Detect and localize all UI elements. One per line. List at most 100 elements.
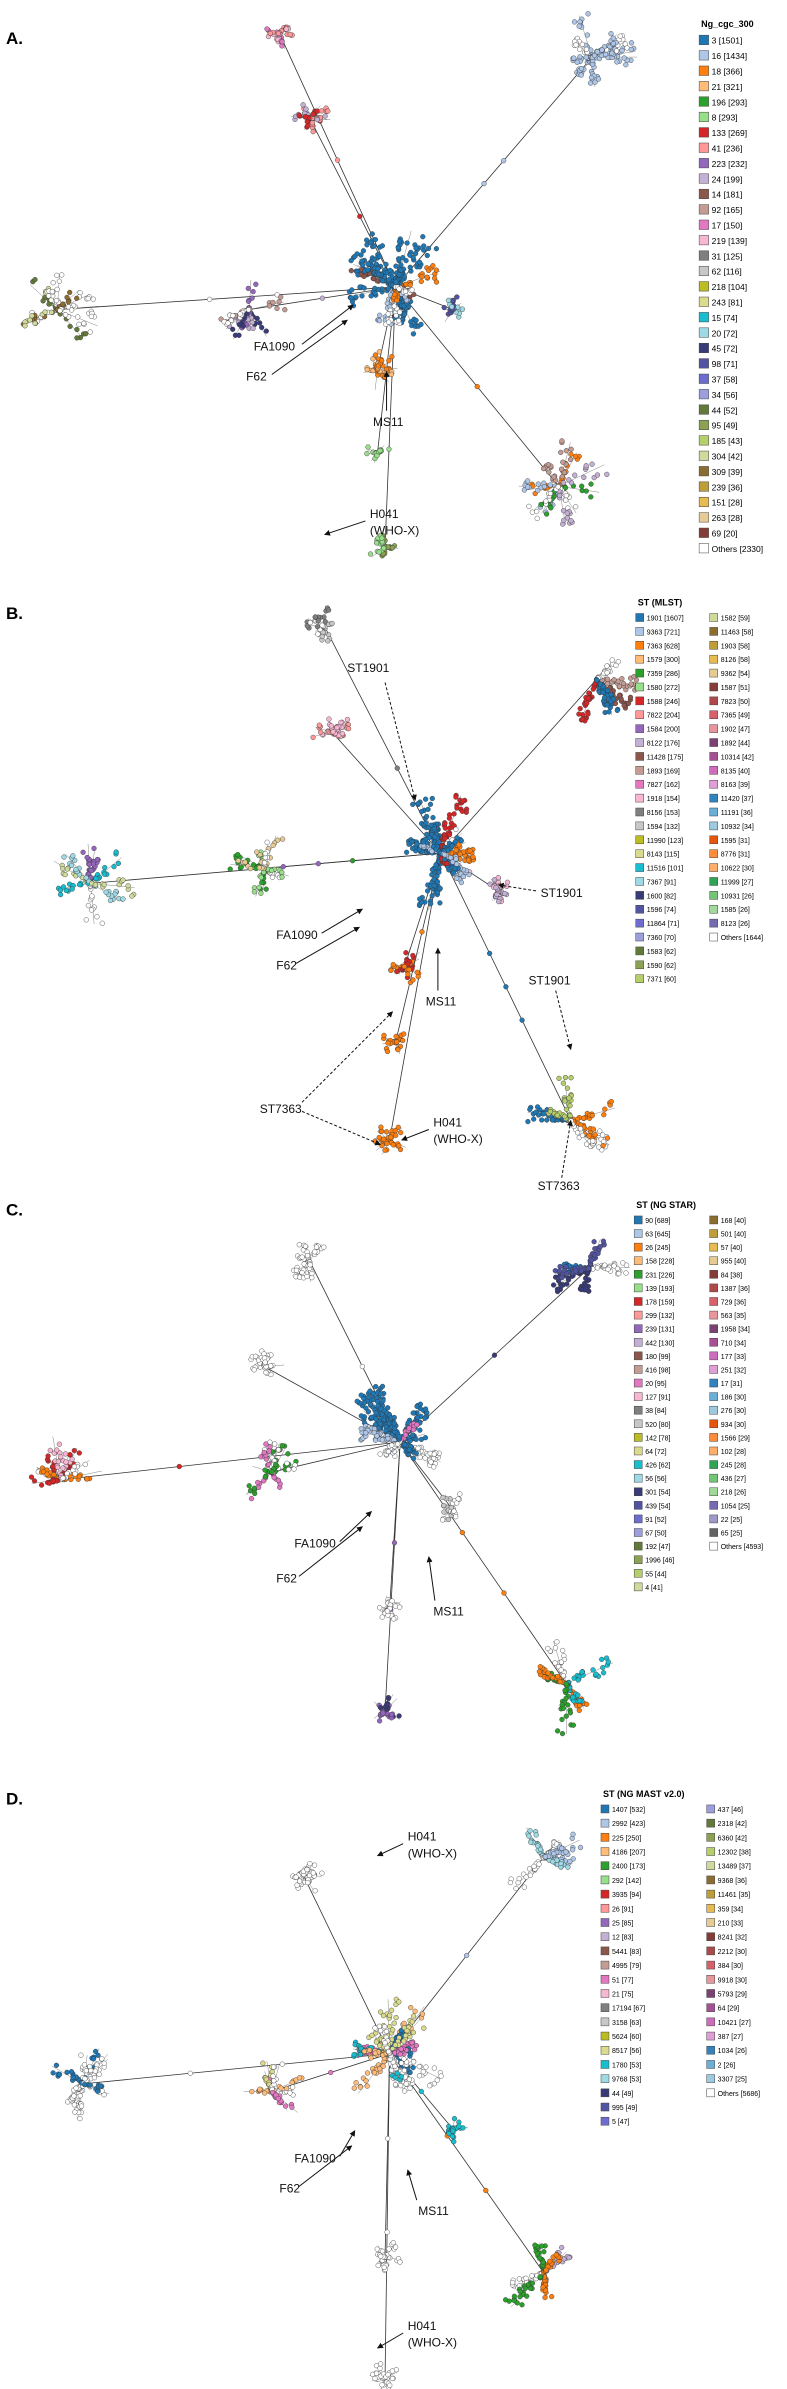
legend-label: 95 [49] (712, 421, 738, 431)
legend-label: 26 [245] (645, 1245, 670, 1252)
legend-label: 7365 [49] (721, 713, 750, 720)
tree-node (601, 695, 608, 701)
tree-node (616, 1271, 622, 1277)
tree-node (379, 1437, 385, 1443)
tree-node (274, 305, 280, 312)
tree-node (563, 1695, 569, 1702)
legend-swatch (635, 877, 644, 886)
annotation: F62 (246, 370, 267, 384)
tree-node (73, 866, 79, 873)
annotation-arrow (301, 1011, 394, 1103)
legend-swatch (698, 527, 709, 538)
tree-node (410, 952, 416, 959)
legend-label: 1918 [154] (647, 796, 680, 803)
legend-title: ST (NG STAR) (636, 1200, 696, 1210)
tree-node (312, 1249, 318, 1255)
legend-swatch (698, 296, 709, 307)
legend-swatch (633, 1405, 643, 1415)
tree-node (297, 1878, 303, 1884)
tree-node (547, 1109, 554, 1115)
legend-swatch (709, 1528, 718, 1537)
tree-node (442, 852, 448, 858)
legend-label: 98 [71] (712, 359, 738, 369)
legend-swatch (709, 1229, 718, 1238)
legend-swatch (635, 932, 644, 942)
tree-node (559, 1275, 565, 1281)
tree-node (536, 1669, 543, 1675)
legend-swatch (709, 918, 718, 928)
tree-node (309, 1270, 315, 1277)
legend-label: 955 [40] (721, 1259, 746, 1266)
legend-label: 31 [125] (712, 251, 743, 261)
legend-label: 192 [47] (645, 1544, 670, 1551)
tree-node (32, 277, 38, 283)
legend-label: 21 [321] (712, 82, 743, 92)
tree-node (389, 354, 395, 360)
tree-node (621, 702, 627, 709)
legend-swatch (709, 752, 718, 761)
tree-node (386, 358, 392, 364)
annotation: MS11 (433, 1605, 464, 1619)
tree-node (390, 1142, 396, 1148)
legend-swatch (635, 613, 644, 622)
tree-node (410, 1410, 416, 1416)
tree-node (385, 1448, 392, 1455)
tree-node (376, 549, 382, 555)
tree-node (94, 914, 100, 920)
legend-label: 90 [689] (645, 1218, 670, 1225)
tree-node (611, 1263, 617, 1269)
tree-node (528, 1839, 534, 1845)
tree-node (550, 1282, 557, 1288)
tree-node (395, 1124, 401, 1130)
tree-node (564, 510, 570, 516)
tree-node (570, 1694, 576, 1700)
legend-swatch (698, 188, 709, 199)
tree-node (304, 1273, 310, 1280)
tree-node (561, 469, 568, 476)
tree-node (409, 287, 415, 293)
legend-label: 501 [40] (721, 1232, 746, 1239)
tree-node (401, 1031, 407, 1037)
tree-node (368, 1414, 375, 1420)
tree-node (38, 1482, 45, 1488)
legend-swatch (633, 1215, 643, 1225)
tree-node (263, 1441, 269, 1447)
tree-node (300, 102, 306, 108)
tree-node (99, 2056, 105, 2062)
legend-swatch (698, 50, 709, 61)
legend-label: 1902 [47] (721, 727, 750, 734)
legend-label: 142 [78] (645, 1435, 670, 1442)
legend-swatch (698, 281, 709, 292)
tree-node (245, 298, 252, 304)
legend-label: Others [1644] (721, 935, 763, 942)
tree-node (410, 1432, 416, 1438)
tree-node (56, 1441, 63, 1447)
annotation-arrow (324, 520, 366, 536)
tree-node (88, 907, 95, 913)
legend-label: 299 [132] (645, 1313, 674, 1320)
tree-node (493, 884, 499, 891)
tree-node (608, 31, 614, 37)
tree-node (88, 313, 95, 320)
tree-node (579, 1132, 586, 1139)
tree-node (379, 243, 386, 249)
tree-node (261, 1449, 267, 1456)
tree-node (611, 696, 617, 702)
tree-node (69, 886, 75, 892)
tree-node (565, 1864, 571, 1870)
tree-node (248, 1496, 255, 1502)
annotation: (WHO-X) (370, 524, 419, 538)
tree-node (610, 40, 617, 47)
tree-node (307, 1262, 313, 1268)
tree-edge (248, 279, 252, 310)
tree-node (567, 1710, 574, 1716)
legend-label: 16 [1434] (712, 51, 747, 61)
tree-node (374, 1433, 380, 1439)
tree-node (74, 335, 80, 341)
legend-label: 8 [293] (712, 113, 738, 123)
tree-node (550, 1859, 556, 1865)
tree-node (315, 861, 321, 867)
edges (51, 1827, 580, 2389)
tree-node (334, 725, 340, 731)
tree-node (577, 1126, 584, 1132)
